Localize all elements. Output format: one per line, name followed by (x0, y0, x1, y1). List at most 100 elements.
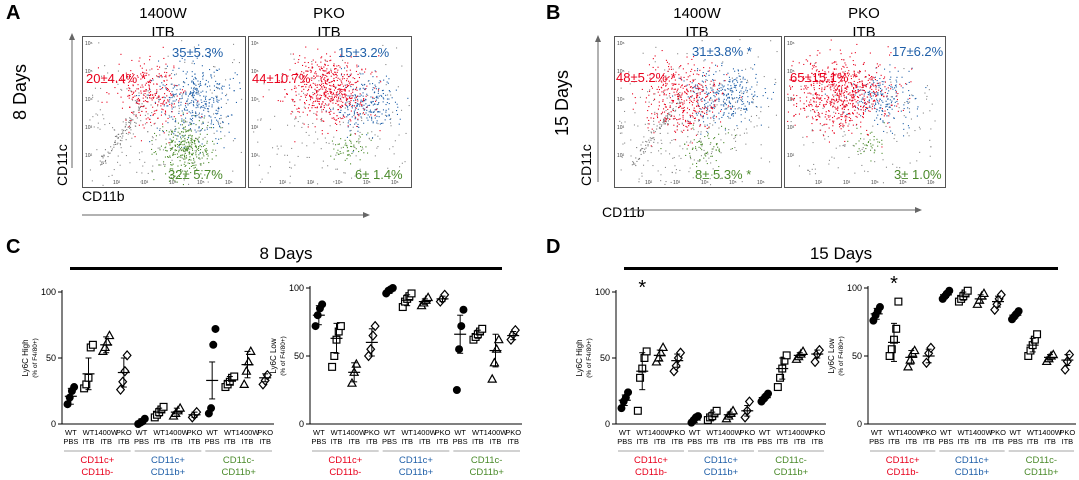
category-label: WT (1009, 428, 1021, 437)
y-tick-label: 10² (85, 153, 93, 159)
category-label: PKO (990, 428, 1006, 437)
data-point (368, 330, 378, 341)
data-point (478, 324, 487, 333)
data-point (159, 402, 168, 411)
data-point (885, 351, 894, 360)
category-label: PBS (757, 437, 772, 446)
category-label: ITB (348, 437, 360, 446)
category-label: 1400W (94, 428, 119, 437)
category-label: WT (888, 428, 900, 437)
data-point (243, 356, 254, 366)
pct-green: 32± 5.7% (168, 167, 223, 182)
data-point (658, 342, 669, 352)
group-label: CD11c+ (886, 455, 920, 466)
data-point (675, 347, 686, 359)
data-point (311, 322, 320, 331)
category-label: ITB (957, 437, 969, 446)
category-label: WT (871, 428, 883, 437)
panel-label-a: A (6, 2, 21, 24)
category-label: PKO (669, 428, 685, 437)
category-label: PBS (453, 437, 468, 446)
category-label: WT (759, 428, 771, 437)
y-tick-label: 50 (294, 351, 304, 361)
category-label: PBS (617, 437, 632, 446)
data-point (346, 377, 357, 387)
significance-asterisk: * (890, 276, 898, 295)
data-point (407, 289, 416, 298)
y-tick-label: 100 (289, 283, 304, 293)
data-point (457, 322, 466, 331)
category-label: ITB (189, 437, 201, 446)
x-tick-label: 10⁶ (927, 180, 935, 186)
category-label: PBS (938, 437, 953, 446)
y-tick-label: 10³ (617, 125, 625, 131)
x-axis-label-a: CD11b (82, 188, 125, 204)
category-label: 1400W (236, 428, 261, 437)
y-tick-label: 10⁶ (787, 41, 795, 47)
group-label: CD11b- (635, 467, 667, 478)
category-label: WT (1027, 428, 1039, 437)
data-point (996, 289, 1006, 301)
dot-cloud (787, 39, 936, 184)
category-label: PKO (257, 428, 273, 437)
data-point (370, 320, 380, 332)
category-label: WT (957, 428, 969, 437)
x-tick-label: 10⁴ (335, 180, 343, 186)
data-point (211, 324, 220, 333)
group-label: CD11b- (329, 467, 361, 478)
category-label: ITB (654, 437, 666, 446)
category-label: WT (65, 428, 77, 437)
panel-label-d: D (546, 236, 561, 258)
y-tick-label: 10⁵ (85, 69, 93, 75)
category-label: ITB (331, 437, 343, 446)
data-point (493, 334, 504, 344)
category-label: ITB (224, 437, 236, 446)
category-label: WT (706, 428, 718, 437)
header-d: 15 Days (809, 244, 873, 263)
category-label: 1400W (718, 428, 743, 437)
data-point (894, 297, 903, 306)
data-point (351, 358, 362, 368)
y-tick-label: 0 (51, 419, 56, 429)
category-label: 1400W (788, 428, 813, 437)
category-label: WT (401, 428, 413, 437)
data-point (175, 402, 186, 412)
pct-red: 44±10.7% (252, 71, 311, 86)
group-label: CD11c+ (955, 455, 989, 466)
category-label: ITB (992, 437, 1004, 446)
category-label: ITB (490, 437, 502, 446)
category-label: WT (472, 428, 484, 437)
x-tick-label: 10² (815, 180, 823, 186)
x-tick-label: 10⁴ (169, 180, 177, 186)
category-label: PBS (134, 437, 149, 446)
panel-label-b: B (546, 2, 561, 24)
group-label: CD11c+ (399, 455, 433, 466)
category-label: ITB (776, 437, 788, 446)
data-point (118, 376, 128, 388)
flow-dots: 10⁶ 10⁵ 10⁴ 10³ 10² 10² 10³ 10⁴ 10⁵ 10⁶ (617, 39, 778, 186)
group-label: CD11c+ (634, 455, 668, 466)
data-point (366, 343, 376, 355)
x-tick-label: 10⁵ (363, 180, 371, 186)
category-label: ITB (83, 437, 95, 446)
x-tick-label: 10² (279, 180, 287, 186)
x-tick-label: 10⁵ (899, 180, 907, 186)
header-bar-d (624, 267, 1058, 270)
data-point (810, 356, 820, 368)
category-label: WT (636, 428, 648, 437)
group-label: CD11b+ (955, 467, 990, 478)
dot-cloud (619, 39, 778, 186)
pct-red: 48±5.2% * (616, 70, 676, 85)
group-label: CD11c- (223, 455, 255, 466)
panel-label-c: C (6, 236, 21, 258)
data-point (207, 404, 216, 413)
category-label: ITB (923, 437, 935, 446)
category-label: PBS (205, 437, 220, 446)
pct-red: 65±15.1% * (790, 70, 858, 85)
data-point (636, 373, 645, 382)
category-label: 1400W (1038, 428, 1063, 437)
category-label: ITB (242, 437, 254, 446)
x-tick-label: 10⁵ (197, 180, 205, 186)
group-label: CD11c+ (80, 455, 114, 466)
